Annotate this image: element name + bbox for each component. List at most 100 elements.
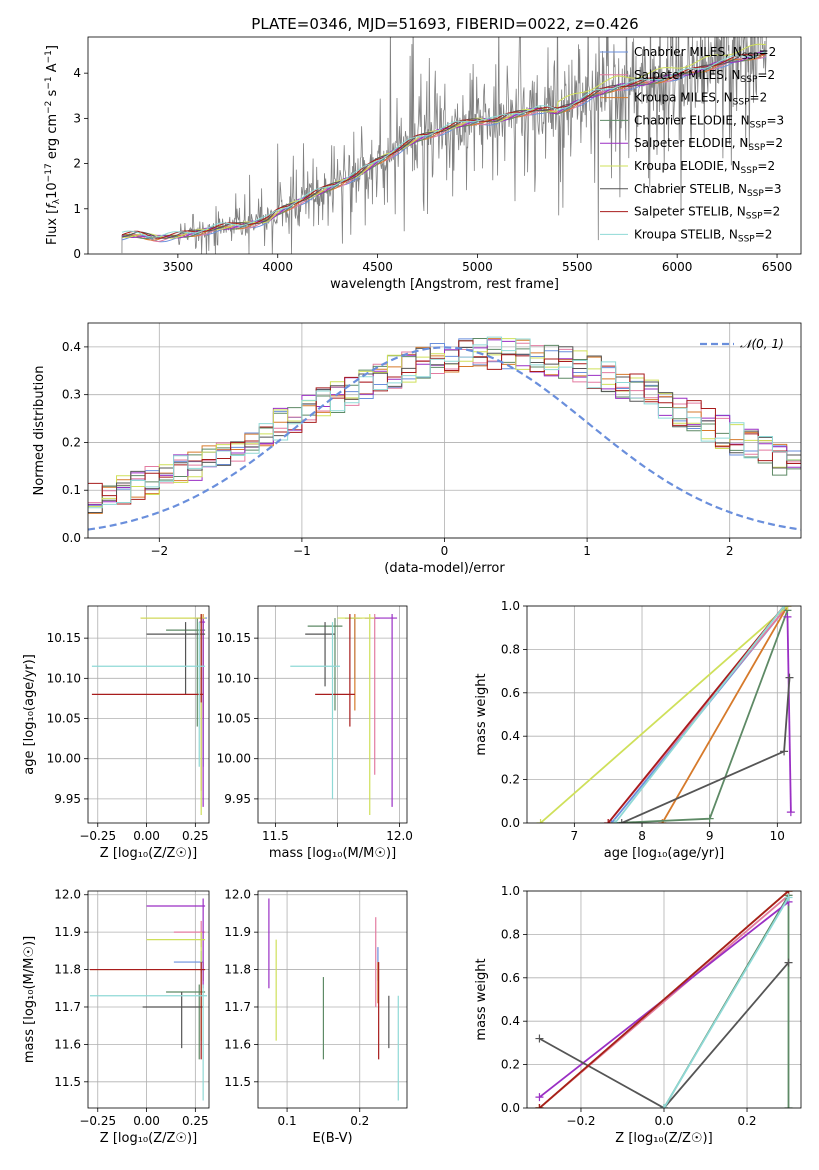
x-tick-label: 0.25 (182, 1114, 209, 1128)
x-tick-label: 0.2 (737, 1114, 756, 1128)
x-tick-label: 4000 (262, 260, 293, 274)
x-tick-label: −2 (150, 544, 168, 558)
y-tick-label: 11.8 (224, 963, 251, 977)
y-tick-label: 11.7 (54, 1000, 81, 1014)
y-tick-label: 0.4 (62, 340, 81, 354)
errorbar-kroupa_elodie (337, 614, 375, 815)
y-tick-label: 10.15 (47, 631, 81, 645)
y-tick-label: 10.05 (217, 712, 251, 726)
axes-frame (87, 890, 210, 1109)
x-tick-label: 5500 (562, 260, 593, 274)
x-tick-label: 8 (638, 829, 646, 843)
errorbar-kroupa_miles (89, 962, 206, 981)
x-tick-label: 0 (441, 544, 449, 558)
mass-weight-marker-salpeter_stelib (535, 1104, 544, 1108)
mass-weight-line-kroupa_stelib (614, 606, 785, 823)
y-tick-label: 2 (73, 157, 81, 171)
mass-weight-marker-salpeter_stelib (604, 819, 613, 823)
residuals-legend: 𝒩(0, 1) (700, 337, 784, 351)
axes: −0.25 0.00 0.25 11.5 11.6 11.7 11.8 11.9 12.0 Z [… (22, 888, 210, 1146)
plot-area (88, 336, 801, 531)
legend-label-chabrier_miles: Chabrier MILES, NSSP=2 (634, 45, 776, 62)
errorbar-kroupa_elodie (146, 932, 206, 1041)
residual-histogram-salpeter_stelib (88, 340, 801, 505)
y-tick-label: 11.5 (224, 1075, 251, 1089)
x-tick-label: −0.2 (566, 1114, 595, 1128)
mass_weight_vs_age-panel: 7 8 9 10 0.0 0.2 0.4 0.6 0.8 1.0 age [log₁₀(age/yr… (474, 599, 802, 861)
y-tick-label: 0.6 (501, 686, 520, 700)
axes-frame (87, 36, 802, 255)
x-tick-label: 0.1 (278, 1114, 297, 1128)
mass_vs_z-panel: −0.25 0.00 0.25 11.5 11.6 11.7 11.8 11.9 12.0 Z [… (22, 888, 210, 1146)
y-tick-label: 12.0 (54, 888, 81, 902)
y-tick-label: 0.0 (501, 816, 520, 830)
y-tick-label: 10.00 (217, 752, 251, 766)
y-axis-label: Normed distribution (32, 366, 47, 496)
mass-weight-marker-chabrier_stelib (785, 673, 794, 682)
mass-weight-marker-salpeter_elodie (783, 612, 792, 621)
mass-weight-marker-chabrier_elodie (705, 814, 714, 823)
x-tick-label: 2 (726, 544, 734, 558)
y-tick-label: 12.0 (224, 888, 251, 902)
y-tick-label: 10.05 (47, 712, 81, 726)
y-tick-label: 0.8 (501, 927, 520, 941)
errorbar-salpeter_stelib (91, 614, 204, 703)
x-tick-label: 9 (706, 829, 714, 843)
mass-weight-line-salpeter_stelib (538, 891, 790, 1108)
mass-weight-line-salpeter_elodie (786, 616, 792, 813)
y-tick-label: 11.7 (224, 1000, 251, 1014)
errorbar-chabrier_stelib (142, 992, 204, 1049)
x-tick-label: 7 (571, 829, 579, 843)
plot-area (121, 37, 767, 254)
mass-weight-line-kroupa_miles (661, 606, 789, 823)
legend-label-kroupa_elodie: Kroupa ELODIE, NSSP=2 (634, 159, 775, 176)
model-spectrum-line-kroupa_elodie (121, 43, 766, 239)
x-tick-label: 12.0 (386, 829, 413, 843)
y-tick-label: 0.1 (62, 483, 81, 497)
x-tick-label: 3500 (163, 260, 194, 274)
y-axis-label: mass weight (474, 673, 489, 755)
legend-label-kroupa_miles: Kroupa MILES, NSSP=2 (634, 91, 767, 108)
mass-weight-line-kroupa_stelib (663, 897, 790, 1108)
x-tick-label: 11.5 (262, 829, 289, 843)
x-tick-label: 0.00 (133, 1114, 160, 1128)
y-tick-label: 0.0 (501, 1101, 520, 1115)
y-tick-label: 10.15 (217, 631, 251, 645)
axes: −0.25 0.00 0.25 9.95 10.00 10.05 10.10 10.15 Z [… (22, 605, 210, 861)
x-tick-label: 5000 (462, 260, 493, 274)
model-spectrum-line-salpeter_stelib (121, 52, 766, 239)
axes: 3500 4000 4500 5000 5500 6000 6500 0 1 2 3 4 wavelen… (44, 36, 802, 292)
mass-weight-line-kroupa_elodie (539, 606, 789, 823)
plot-area (290, 614, 398, 815)
y-tick-label: 0.2 (501, 773, 520, 787)
y-tick-label: 0.2 (501, 1058, 520, 1072)
x-tick-label: −1 (293, 544, 311, 558)
axes: 11.5 12.0 9.95 10.00 10.05 10.10 10.15 mass [lo… (217, 605, 413, 861)
legend-label-chabrier_elodie: Chabrier ELODIE, NSSP=3 (634, 113, 784, 130)
x-axis-label: E(B-V) (312, 1131, 352, 1146)
mass-weight-marker-kroupa_stelib (784, 893, 793, 902)
y-tick-label: 0.6 (501, 971, 520, 985)
axes-frame (257, 890, 408, 1109)
x-tick-label: 0.2 (350, 1114, 369, 1128)
errorbar-salpeter_elodie (199, 618, 206, 807)
y-tick-label: 0.0 (62, 531, 81, 545)
residual-histogram-kroupa_stelib (88, 336, 801, 509)
mass-weight-marker-chabrier_stelib (784, 958, 793, 967)
x-axis-label: age [log₁₀(age/yr)] (604, 846, 725, 861)
legend-label-kroupa_stelib: Kroupa STELIB, NSSP=2 (634, 227, 772, 244)
x-axis-label: Z [log₁₀(Z/Z☉)] (100, 1131, 197, 1146)
figure-title: PLATE=0346, MJD=51693, FIBERID=0022, z=0… (251, 15, 638, 33)
mass-weight-line-chabrier_stelib (621, 677, 791, 823)
axes: 0.1 0.2 11.5 11.6 11.7 11.8 11.9 12.0 E(B-V) (224, 888, 408, 1146)
errorbar-kroupa_stelib (91, 622, 206, 767)
spectrum-legend: Chabrier MILES, NSSP=2 Salpeter MILES, NS… (600, 45, 784, 244)
mass-weight-marker-kroupa_elodie (536, 819, 545, 823)
plot-area (268, 898, 399, 1101)
plot-layer: 3500 4000 4500 5000 5500 6000 6500 0 1 2 3 4 wavelen… (22, 36, 802, 1146)
y-tick-label: 11.6 (54, 1037, 81, 1051)
y-axis-label: age [log₁₀(age/yr)] (22, 654, 37, 775)
x-tick-label: 4500 (362, 260, 393, 274)
errorbar-kroupa_stelib (290, 622, 340, 799)
mass-weight-marker-kroupa_stelib (610, 819, 619, 823)
